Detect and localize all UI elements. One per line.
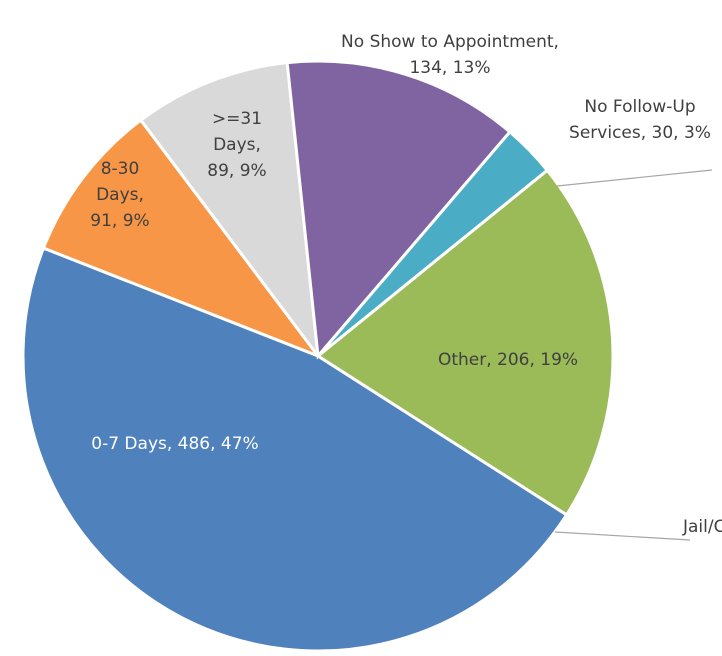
slice-label: No Show to Appointment, (341, 32, 559, 52)
slice-label: Services, 30, 3% (569, 123, 711, 143)
slice-label: Other, 206, 19% (438, 350, 578, 370)
slice-label: No Follow-Up (584, 97, 695, 117)
slice-label: 0-7 Days, 486, 47% (91, 434, 258, 454)
slice-label: Days, (96, 185, 144, 205)
slice (21, 246, 569, 653)
slice-label: 8-30 (101, 159, 140, 179)
slice-label: 134, 13% (409, 58, 490, 78)
slice-label: 89, 9% (207, 161, 266, 181)
leader-line (556, 169, 713, 187)
slice (285, 59, 512, 360)
slice-label: Days, (213, 135, 261, 155)
slice (41, 118, 323, 360)
slice (315, 168, 615, 517)
slice-label: >=31 (212, 109, 262, 129)
slice-label: 91, 9% (90, 211, 149, 231)
slice (138, 60, 321, 362)
labels: No Show to Appointment, 134, 13% No Follow… (90, 32, 711, 454)
annotation: Jail/C (682, 517, 722, 537)
leader-line (554, 531, 691, 541)
